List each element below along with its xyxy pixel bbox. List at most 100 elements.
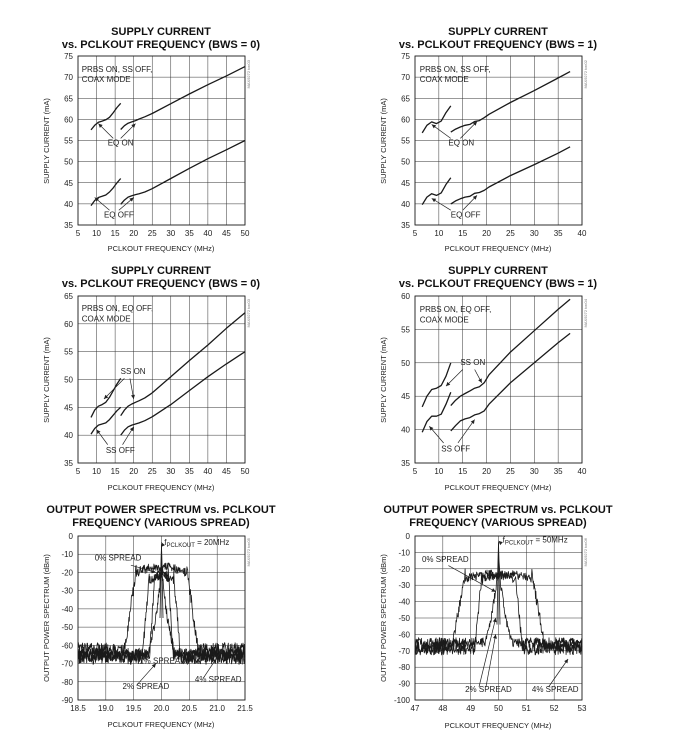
x-tick-label: 20 xyxy=(129,229,138,238)
annotation-label: 4% SPREAD xyxy=(532,685,579,694)
y-tick-label: 50 xyxy=(401,359,410,368)
x-tick-label: 25 xyxy=(148,229,157,238)
chart-output-power-spectrum-20mhz: OUTPUT POWER SPECTRUM vs. PCLKOUT FREQUE… xyxy=(42,504,276,729)
plot-frame xyxy=(414,535,583,701)
figure-code: MAX9272 toc03 xyxy=(246,59,251,88)
series-line-1 xyxy=(450,298,571,407)
x-tick-label: 10 xyxy=(434,229,443,238)
series-line-2 xyxy=(90,406,122,435)
figure-code: MAX9272 toc02 xyxy=(583,59,588,88)
annotation-label: EQ ON xyxy=(108,139,134,148)
y-tick-label: -40 xyxy=(61,605,73,614)
annotation-label: SS ON xyxy=(121,367,146,376)
annotation-arrow xyxy=(136,663,157,686)
x-tick-label: 40 xyxy=(578,229,587,238)
y-tick-label: 0 xyxy=(406,532,411,541)
x-tick-label: 53 xyxy=(578,704,587,713)
x-tick-label: 47 xyxy=(411,704,420,713)
series-line-0 xyxy=(421,362,452,408)
series-line-2 xyxy=(421,391,452,433)
y-tick-label: 50 xyxy=(401,158,410,167)
arrow-head xyxy=(151,569,156,574)
series-line-1 xyxy=(120,66,246,130)
x-tick-label: 35 xyxy=(554,467,563,476)
arrow-head xyxy=(429,426,434,431)
x-tick-label: 5 xyxy=(76,467,81,476)
y-tick-label: 55 xyxy=(401,325,410,334)
chart-supply-current-bws0-eq: SUPPLY CURRENT vs. PCLKOUT FREQUENCY (BW… xyxy=(42,26,260,253)
arrow-head xyxy=(130,394,135,399)
series-line-1 xyxy=(120,312,246,417)
y-tick-label: -40 xyxy=(398,598,410,607)
annotation-label: SS ON xyxy=(460,358,485,367)
annotation-label: EQ ON xyxy=(448,139,474,148)
chart-output-power-spectrum-50mhz: OUTPUT POWER SPECTRUM vs. PCLKOUT FREQUE… xyxy=(379,504,613,730)
x-tick-label: 30 xyxy=(166,229,175,238)
chart-title-line-2: vs. PCLKOUT FREQUENCY (BWS = 1) xyxy=(399,278,597,290)
x-tick-label: 50 xyxy=(494,704,503,713)
x-tick-label: 48 xyxy=(438,704,447,713)
x-tick-label: 21.0 xyxy=(209,704,225,713)
annotation-label: COAX MODE xyxy=(420,316,469,325)
chart-title-line-1: OUTPUT POWER SPECTRUM vs. PCLKOUT xyxy=(46,504,275,516)
x-axis-label: PCLKOUT FREQUENCY (MHz) xyxy=(445,721,552,730)
y-tick-label: 35 xyxy=(401,221,410,230)
annotation-label: SS OFF xyxy=(106,446,135,455)
y-tick-label: 60 xyxy=(401,292,410,301)
y-tick-label: 40 xyxy=(64,200,73,209)
x-tick-label: 30 xyxy=(166,467,175,476)
arrow-head xyxy=(564,659,569,664)
arrow-head xyxy=(96,429,101,435)
y-tick-label: -50 xyxy=(61,623,73,632)
y-tick-label: -90 xyxy=(398,680,410,689)
y-tick-label: 50 xyxy=(64,376,73,385)
annotation-label: COAX MODE xyxy=(420,75,469,84)
x-tick-label: 40 xyxy=(578,467,587,476)
annotation-label: PRBS ON, EQ OFF, xyxy=(420,305,492,314)
y-tick-label: 65 xyxy=(401,94,410,103)
annotation-label: 2% SPREAD xyxy=(123,682,170,691)
chart-title-line-2: FREQUENCY (VARIOUS SPREAD) xyxy=(409,517,587,529)
series-line-2 xyxy=(421,177,452,206)
arrow-head xyxy=(431,124,437,129)
spectrum-trace-3 xyxy=(77,562,245,656)
x-tick-label: 49 xyxy=(466,704,475,713)
chart-title-line-1: OUTPUT POWER SPECTRUM vs. PCLKOUT xyxy=(383,504,612,516)
x-tick-label: 52 xyxy=(550,704,559,713)
arrow-head xyxy=(103,394,109,399)
x-tick-label: 20.5 xyxy=(182,704,198,713)
series-line-0 xyxy=(90,102,122,131)
arrow-head xyxy=(431,198,437,203)
frequency-label: fPCLKOUT = 50MHz xyxy=(503,536,568,547)
x-tick-label: 18.5 xyxy=(70,704,86,713)
y-axis-label: OUTPUT POWER SPECTRUM (dBm) xyxy=(42,554,51,682)
y-tick-label: -30 xyxy=(398,581,410,590)
figure-code: MAX9272 toc05 xyxy=(246,537,251,566)
annotation-arrow xyxy=(448,565,496,593)
y-tick-label: -80 xyxy=(61,678,73,687)
y-tick-label: 65 xyxy=(64,292,73,301)
x-axis-label: PCLKOUT FREQUENCY (MHz) xyxy=(108,720,215,729)
x-tick-label: 25 xyxy=(506,467,515,476)
x-tick-label: 5 xyxy=(413,467,418,476)
arrow-head xyxy=(135,648,140,654)
annotation-label: COAX MODE xyxy=(82,315,131,324)
y-tick-label: 70 xyxy=(401,73,410,82)
y-tick-label: -50 xyxy=(398,614,410,623)
annotation-label: PRBS ON, EQ OFF, xyxy=(82,304,154,313)
x-tick-label: 45 xyxy=(222,467,231,476)
chart-title-line-2: vs. PCLKOUT FREQUENCY (BWS = 0) xyxy=(62,278,260,290)
x-tick-label: 51 xyxy=(522,704,531,713)
y-tick-label: 45 xyxy=(401,179,410,188)
y-axis-label: SUPPLY CURRENT (mA) xyxy=(379,337,388,423)
x-tick-label: 20 xyxy=(482,229,491,238)
y-tick-label: 40 xyxy=(401,426,410,435)
x-tick-label: 5 xyxy=(76,229,81,238)
x-tick-label: 25 xyxy=(148,467,157,476)
chart-title-line-1: SUPPLY CURRENT xyxy=(111,26,211,38)
annotation-arrow xyxy=(485,634,497,687)
series-line-3 xyxy=(120,139,246,205)
x-tick-label: 10 xyxy=(434,467,443,476)
x-tick-label: 19.5 xyxy=(126,704,142,713)
